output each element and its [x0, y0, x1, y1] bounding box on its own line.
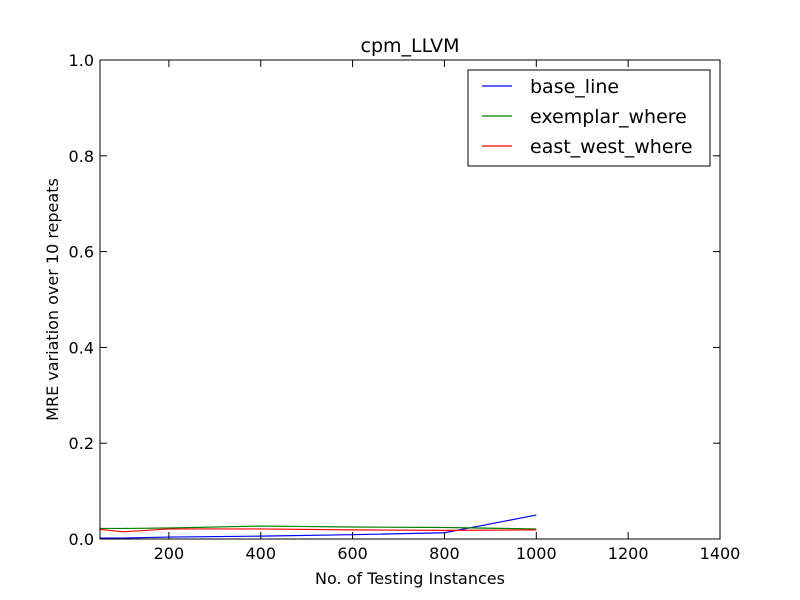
y-tick-label: 0.2	[69, 434, 94, 453]
x-axis-label: No. of Testing Instances	[315, 569, 505, 588]
y-tick-label: 1.0	[69, 51, 94, 70]
y-tick-label: 0.6	[69, 243, 94, 262]
x-tick-label: 200	[154, 544, 185, 563]
series-line-exemplar-where	[100, 525, 537, 530]
x-tick-label: 1400	[700, 544, 741, 563]
series-line-east-west-where	[99, 528, 537, 533]
plot-frame	[99, 59, 721, 540]
ticks-layer: 200 400 600 800 1000 1200 1400 0.0 0.2 0.4 0.6 0.8 1…	[69, 51, 741, 563]
legend-label: east_west_where	[530, 136, 693, 158]
y-tick-label: 0.4	[69, 338, 94, 357]
legend: base_line exemplar_where east_west_where	[467, 69, 711, 167]
y-tick-label: 0.8	[69, 147, 94, 166]
x-tick-label: 1200	[608, 544, 649, 563]
x-tick-label: 1000	[516, 544, 557, 563]
x-tick-label: 400	[245, 544, 276, 563]
y-tick-label: 0.0	[69, 530, 94, 549]
y-axis-label: MRE variation over 10 repeats	[43, 178, 62, 421]
legend-label: base_line	[530, 76, 619, 98]
legend-label: exemplar_where	[530, 106, 687, 128]
x-tick-label: 600	[337, 544, 368, 563]
x-tick-label: 800	[429, 544, 460, 563]
chart-title: cpm_LLVM	[361, 35, 460, 57]
